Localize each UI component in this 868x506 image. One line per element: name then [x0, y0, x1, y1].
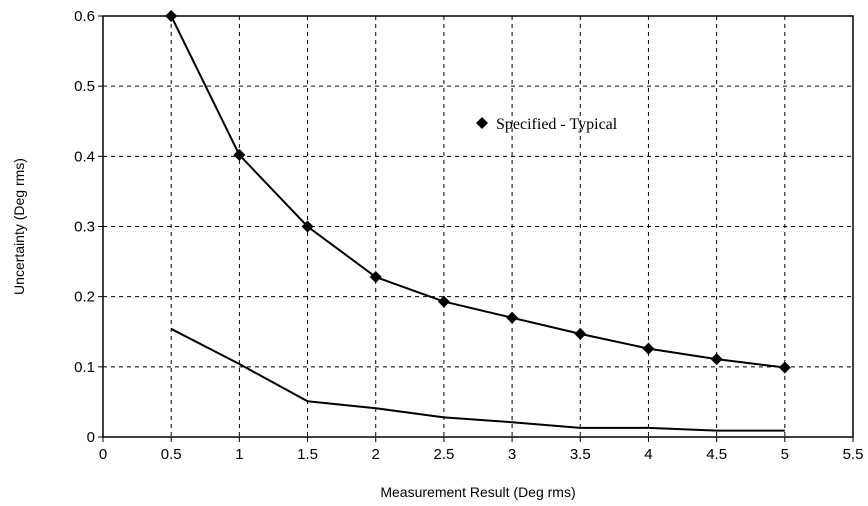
- y-tick-label: 0.3: [74, 219, 95, 236]
- series-1-point: [437, 295, 450, 308]
- series-1-point: [778, 361, 791, 374]
- axis-ticks: 0 0.5 1 1.5 2 2.5 3 3.5 4 4.5 5 5.5 0 0.1 0.2 0.3 0.4 0.5…: [74, 8, 863, 463]
- x-tick-label: 4: [644, 446, 652, 463]
- x-tick-label: 2.5: [433, 446, 454, 463]
- legend-marker-diamond: [476, 117, 488, 129]
- y-tick-label: 0.2: [74, 289, 95, 306]
- legend-label: Specified - Typical: [496, 116, 618, 133]
- grid-lines: [103, 16, 853, 437]
- series-1-point: [301, 220, 314, 233]
- x-tick-label: 1.5: [297, 446, 318, 463]
- y-tick-label: 0.6: [74, 8, 95, 25]
- y-tick-label: 0: [87, 429, 95, 446]
- y-tick-label: 0.1: [74, 359, 95, 376]
- series-1-point: [233, 148, 246, 161]
- x-tick-label: 3: [508, 446, 516, 463]
- series-1-point: [506, 311, 519, 324]
- x-tick-label: 0.5: [161, 446, 182, 463]
- x-tick-label: 2: [372, 446, 380, 463]
- series-1-line: [170, 15, 785, 369]
- series-1-point: [165, 10, 178, 22]
- series-1-point: [574, 327, 587, 340]
- series-1-point: [642, 342, 655, 355]
- series-2-line: [170, 328, 785, 432]
- y-axis-label: Uncertainty (Deg rms): [11, 158, 27, 295]
- x-tick-label: 0: [99, 446, 107, 463]
- x-axis-label: Measurement Result (Deg rms): [380, 484, 575, 500]
- x-tick-label: 5: [781, 446, 789, 463]
- series-1-point: [369, 271, 382, 284]
- x-tick-label: 1: [235, 446, 243, 463]
- series-layer: [165, 10, 791, 432]
- x-tick-label: 5.5: [843, 446, 864, 463]
- y-tick-label: 0.4: [74, 148, 95, 165]
- x-tick-label: 3.5: [570, 446, 591, 463]
- y-tick-label: 0.5: [74, 78, 95, 95]
- legend: Specified - Typical: [476, 116, 618, 133]
- x-tick-label: 4.5: [706, 446, 727, 463]
- series-1-point: [710, 353, 723, 366]
